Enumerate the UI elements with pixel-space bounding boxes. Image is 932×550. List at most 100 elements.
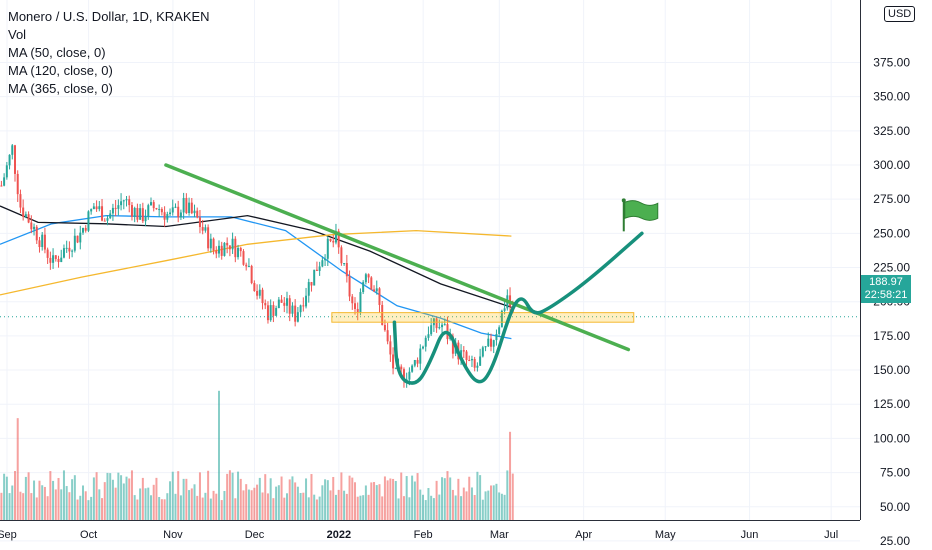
candle-body: [324, 258, 327, 261]
candle-body: [275, 308, 278, 316]
volume-bar: [457, 478, 460, 520]
volume-bar: [62, 470, 65, 520]
volume-bar: [318, 496, 321, 520]
volume-bar: [389, 478, 392, 520]
candle-body: [101, 206, 104, 221]
volume-bar: [141, 477, 144, 520]
candle-body: [226, 242, 229, 246]
candle-body: [231, 238, 234, 250]
candle-body: [416, 359, 419, 364]
candle-body: [245, 264, 248, 267]
candle-body: [435, 318, 438, 329]
volume-bar: [11, 485, 14, 520]
candle-body: [367, 274, 370, 278]
x-tick-label: Jul: [824, 529, 838, 541]
candle-body: [465, 351, 468, 360]
volume-bar: [38, 480, 41, 520]
candle-body: [3, 177, 6, 186]
volume-bar: [87, 500, 90, 520]
volume-bar: [111, 479, 114, 520]
candle-body: [33, 226, 36, 230]
candle-body: [111, 207, 114, 214]
volume-bar: [114, 487, 117, 520]
chart-legend: Monero / U.S. Dollar, 1D, KRAKEN Vol MA …: [8, 8, 210, 98]
candle-body: [57, 258, 60, 263]
volume-bar: [30, 493, 33, 520]
candle-body: [438, 327, 441, 329]
volume-bar: [46, 496, 49, 520]
volume-bar: [150, 495, 152, 520]
volume-bar: [65, 486, 68, 520]
volume-bar: [473, 494, 476, 520]
volume-bar: [98, 489, 101, 520]
candle-body: [500, 310, 503, 328]
volume-bar: [345, 493, 348, 520]
currency-button[interactable]: USD: [884, 6, 916, 22]
drawings-layer: [0, 163, 860, 385]
volume-bar: [84, 491, 87, 520]
volume-bar: [155, 477, 158, 520]
volume-bar: [470, 487, 473, 520]
downtrend-line[interactable]: [164, 163, 631, 352]
x-tick-label: Nov: [163, 529, 183, 541]
candle-body: [90, 209, 93, 212]
volume-bar: [432, 498, 435, 520]
y-axis-border: [860, 0, 861, 520]
volume-bar: [258, 477, 261, 520]
volume-bar: [356, 496, 359, 520]
symbol-title[interactable]: Monero / U.S. Dollar, 1D, KRAKEN: [8, 9, 210, 24]
volume-bar: [239, 478, 242, 520]
volume-bar: [337, 489, 340, 520]
candle-body: [468, 359, 471, 361]
candle-body: [326, 238, 329, 259]
y-tick-label: 100.00: [873, 431, 910, 445]
volume-bar: [35, 497, 38, 520]
legend-ma-50[interactable]: MA (50, close, 0): [8, 45, 106, 60]
volume-bar: [383, 476, 386, 520]
candle-body: [73, 235, 76, 251]
resistance-zone[interactable]: [331, 312, 635, 323]
target-flag-icon[interactable]: [621, 198, 659, 232]
volume-bar: [171, 471, 174, 520]
volume-bar: [264, 474, 267, 520]
candle-body: [302, 305, 305, 307]
volume-bar: [8, 493, 11, 520]
volume-bar: [57, 477, 60, 520]
volume-bar: [370, 482, 373, 520]
legend-ma-120[interactable]: MA (120, close, 0): [8, 63, 113, 78]
volume-bar: [122, 483, 125, 520]
volume-bar: [348, 475, 351, 520]
volume-bar: [261, 492, 264, 520]
volume-bar: [247, 489, 250, 520]
candle-body: [8, 154, 11, 166]
volume-bar: [169, 481, 172, 520]
volume-bar: [277, 485, 280, 520]
volume-bar: [226, 473, 229, 520]
candle-body: [503, 308, 506, 311]
volume-bar: [506, 470, 509, 520]
candle-body: [247, 265, 250, 267]
volume-bar: [177, 471, 180, 520]
projection-path[interactable]: [392, 231, 644, 385]
candle-body: [280, 299, 283, 303]
candle-body: [79, 232, 82, 243]
candle-body: [427, 334, 430, 338]
volume-bar: [441, 477, 444, 520]
candle-body: [38, 240, 41, 248]
candle-body: [133, 207, 136, 217]
volume-bar: [484, 491, 487, 520]
volume-bar: [375, 485, 378, 520]
volume-bar: [201, 497, 204, 520]
candle-body: [150, 202, 152, 206]
candle-body: [76, 235, 79, 243]
y-tick-label: 125.00: [873, 397, 910, 411]
candle-body: [11, 145, 14, 155]
legend-ma-365[interactable]: MA (365, close, 0): [8, 81, 113, 96]
legend-volume[interactable]: Vol: [8, 27, 27, 42]
volume-bar: [392, 478, 395, 520]
candle-body: [82, 227, 84, 233]
candle-body: [424, 337, 427, 347]
candle-body: [362, 282, 365, 293]
candle-body: [152, 202, 155, 209]
volume-bar: [256, 484, 259, 520]
